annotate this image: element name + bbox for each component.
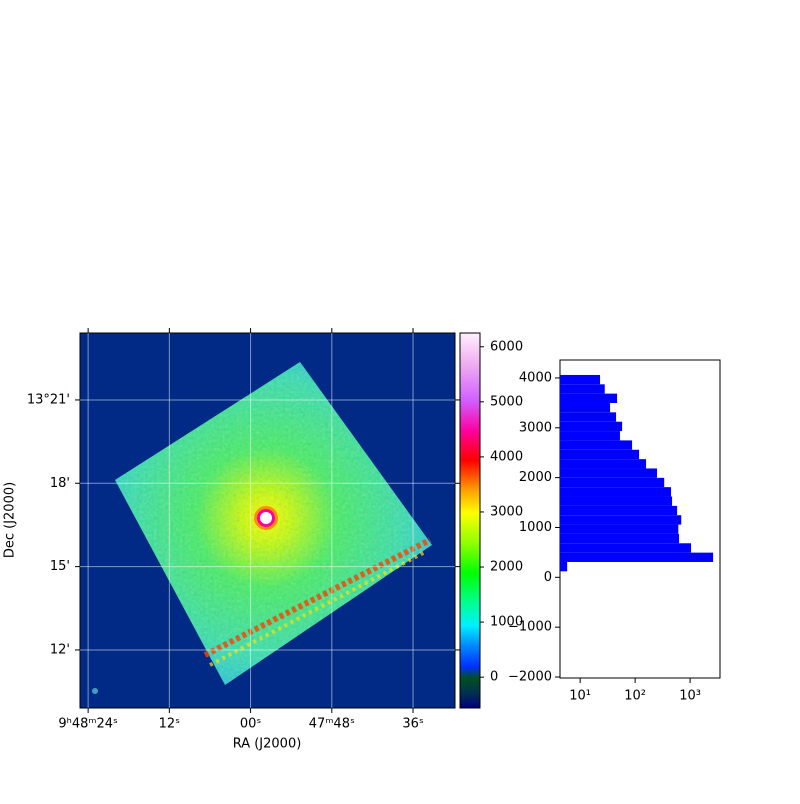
hist-bar xyxy=(560,487,672,497)
y-axis-label: Dec (J2000) xyxy=(3,482,18,558)
hist-bar xyxy=(560,524,679,534)
hist-bar xyxy=(560,515,682,525)
hist-bar xyxy=(560,374,601,385)
y-tick-label: 13°21' xyxy=(27,392,70,407)
hist-bar xyxy=(560,421,623,432)
hist-bar xyxy=(560,505,678,516)
y-tick-label: 3000 xyxy=(519,420,552,435)
hist-bar xyxy=(560,393,618,404)
hist-bar xyxy=(560,468,657,478)
y-tick-label: −1000 xyxy=(508,620,552,635)
image xyxy=(80,333,455,708)
hist-bar xyxy=(560,449,640,460)
y-tick-label: 2000 xyxy=(519,470,552,485)
hist-bar xyxy=(560,496,673,506)
x-tick-label: 36ˢ xyxy=(402,717,424,732)
image-frame xyxy=(79,332,456,709)
hist-bar xyxy=(560,403,611,413)
hist-bar xyxy=(560,477,665,488)
y-tick-label: 12' xyxy=(50,642,70,657)
hist-bar xyxy=(560,412,617,422)
y-tick-label: 0 xyxy=(544,570,552,585)
hist-bar xyxy=(560,533,680,544)
colorbar-tick-label: 4000 xyxy=(490,449,523,464)
y-tick-label: 15' xyxy=(50,559,70,574)
colorbar-tick-label: 2000 xyxy=(490,560,523,575)
x-tick-label: 00ˢ xyxy=(240,717,262,732)
hist-bar xyxy=(560,561,568,572)
x-tick-label: 10² xyxy=(624,689,646,704)
y-tick-label: 1000 xyxy=(519,520,552,535)
hist-bar xyxy=(560,552,714,562)
colorbar-tick-label: 0 xyxy=(490,670,498,685)
hist-bar xyxy=(560,440,633,450)
x-tick-label: 10³ xyxy=(679,689,701,704)
x-tick-label: 10¹ xyxy=(569,689,591,704)
hist-bar xyxy=(560,384,605,394)
hist-bar xyxy=(560,543,692,553)
colorbar-tick-label: 5000 xyxy=(490,394,523,409)
x-tick-label: 12ˢ xyxy=(159,717,181,732)
x-axis-label: RA (J2000) xyxy=(233,737,302,752)
x-tick-label: 9ʰ48ᵐ24ˢ xyxy=(58,717,118,732)
colorbar-tick-label: 6000 xyxy=(490,339,523,354)
hist-bar xyxy=(560,431,620,441)
y-tick-label: 4000 xyxy=(519,370,552,385)
y-tick-label: 18' xyxy=(50,476,70,491)
colorbar xyxy=(459,332,481,709)
y-tick-label: −2000 xyxy=(508,670,552,685)
x-tick-label: 47ᵐ48ˢ xyxy=(309,717,355,732)
hist-bar xyxy=(560,459,647,469)
colorbar-tick-label: 1000 xyxy=(490,615,523,630)
colorbar-tick-label: 3000 xyxy=(490,504,523,519)
